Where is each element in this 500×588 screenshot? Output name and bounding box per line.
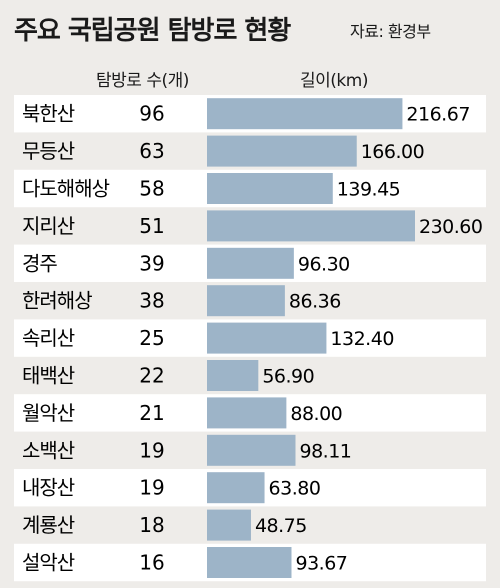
length-value-label: 132.40 — [330, 328, 393, 350]
trail-count: 19 — [139, 438, 164, 462]
park-name: 경주 — [22, 251, 57, 275]
park-name: 월악산 — [22, 401, 75, 425]
length-value-label: 139.45 — [337, 179, 400, 201]
length-bar — [207, 173, 333, 204]
park-name: 속리산 — [22, 326, 75, 350]
length-bar — [207, 509, 251, 541]
trail-count: 25 — [139, 326, 164, 350]
length-value-label: 63.80 — [269, 478, 321, 500]
park-name: 설악산 — [22, 551, 75, 575]
park-name: 소백산 — [22, 438, 75, 462]
trail-count: 18 — [139, 513, 164, 537]
trail-count: 22 — [139, 364, 164, 388]
park-name: 지리산 — [22, 214, 75, 238]
park-name: 계룡산 — [22, 513, 75, 537]
trail-count: 16 — [139, 551, 164, 575]
length-bar — [207, 322, 327, 354]
trail-count: 51 — [139, 214, 164, 238]
park-name: 내장산 — [22, 476, 75, 500]
length-value-label: 93.67 — [295, 553, 347, 575]
length-value-label: 48.75 — [255, 515, 307, 537]
length-bar — [207, 210, 415, 242]
trail-count: 58 — [139, 177, 164, 201]
park-name: 다도해해상 — [22, 177, 110, 201]
length-value-label: 56.90 — [262, 366, 314, 388]
trail-count: 39 — [139, 251, 164, 275]
length-bar — [207, 247, 294, 279]
length-bar — [207, 135, 357, 167]
trail-count: 19 — [139, 476, 164, 500]
length-bar — [207, 285, 285, 317]
park-name: 태백산 — [22, 364, 75, 388]
park-name: 북한산 — [22, 102, 75, 126]
chart-title: 주요 국립공원 탐방로 현황 — [14, 16, 291, 46]
length-bar — [207, 360, 259, 391]
length-value-label: 86.36 — [289, 291, 341, 313]
park-name: 한려해상 — [22, 289, 92, 313]
length-bar — [207, 472, 265, 504]
trail-count: 96 — [139, 102, 164, 126]
length-bar — [207, 434, 296, 466]
trail-count: 63 — [139, 139, 164, 163]
trail-count: 21 — [139, 401, 164, 425]
park-name: 무등산 — [22, 139, 75, 163]
length-value-label: 216.67 — [406, 104, 469, 126]
length-bar — [207, 397, 287, 429]
length-column-header: 길이(km) — [300, 71, 368, 91]
length-value-label: 98.11 — [299, 440, 351, 462]
length-value-label: 96.30 — [298, 253, 350, 275]
source-note: 자료: 환경부 — [350, 22, 431, 41]
trail-count: 38 — [139, 289, 164, 313]
length-value-label: 230.60 — [419, 216, 482, 238]
count-column-header: 탐방로 수(개) — [96, 71, 189, 91]
length-bar — [207, 98, 403, 130]
length-value-label: 88.00 — [290, 403, 342, 425]
length-value-label: 166.00 — [361, 141, 424, 163]
length-bar — [207, 547, 292, 578]
